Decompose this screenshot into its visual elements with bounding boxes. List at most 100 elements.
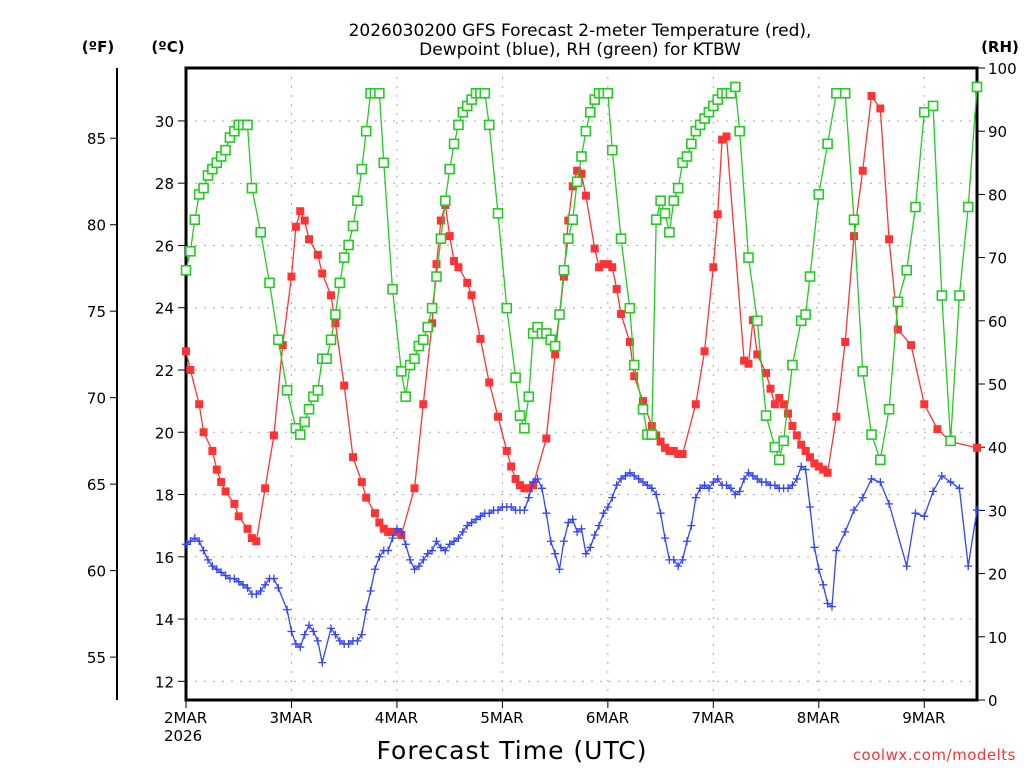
rh-point	[760, 410, 772, 421]
rh-point	[567, 214, 579, 225]
temperature-point	[801, 446, 810, 455]
rh-point	[448, 138, 460, 150]
dewpoint-point	[823, 599, 832, 608]
dewpoint-point	[546, 537, 555, 546]
temperature-point	[599, 260, 608, 269]
rh-tick-label: 0	[988, 692, 998, 710]
rh-line	[185, 85, 978, 463]
temperature-point	[234, 512, 243, 521]
temperature-point	[445, 232, 454, 241]
rh-point	[584, 106, 596, 118]
dewpoint-point	[819, 580, 828, 589]
temperature-point	[876, 104, 885, 113]
dewpoint-point	[520, 506, 529, 515]
temperature-point	[436, 216, 445, 225]
dewpoint-point	[660, 534, 669, 543]
rh-point	[910, 201, 921, 213]
celsius-tick-label: 26	[155, 237, 174, 255]
fahrenheit-tick-label: 70	[87, 390, 106, 408]
temperature-point	[331, 319, 340, 328]
temperature-point	[573, 166, 582, 175]
temperature-point	[287, 272, 296, 281]
dewpoint-point	[731, 490, 740, 499]
temperature-point	[269, 431, 278, 440]
dewpoint-point	[704, 484, 713, 493]
celsius-tick-label: 14	[155, 611, 174, 629]
rh-point	[624, 302, 636, 314]
rh-point	[189, 214, 201, 225]
rh-point	[734, 125, 746, 137]
rh-point	[655, 195, 666, 207]
celsius-tick-label: 30	[155, 113, 174, 131]
dewpoint-point	[269, 574, 278, 583]
temperature-point	[700, 347, 709, 356]
dewpoint-point	[203, 555, 212, 564]
temperature-point	[318, 269, 327, 278]
rh-point	[303, 403, 315, 415]
dewpoint-point	[849, 506, 858, 515]
dewpoint-point	[199, 546, 208, 555]
dewpoint-point	[441, 546, 450, 555]
temperature-point	[691, 400, 700, 409]
dewpoint-point	[599, 509, 608, 518]
dewpoint-point	[603, 502, 612, 511]
dewpoint-point	[392, 524, 401, 533]
temperature-point	[920, 400, 929, 409]
dewpoint-point	[472, 515, 481, 524]
dewpoint-point	[964, 562, 973, 571]
dewpoint-point	[973, 506, 981, 515]
dewpoint-point	[581, 549, 590, 558]
rh-point	[822, 138, 833, 150]
temperature-point	[792, 431, 801, 440]
temperature-point	[656, 437, 665, 446]
dewpoint-point	[608, 493, 617, 502]
dewpoint-point	[770, 481, 779, 490]
dewpoint-point	[375, 552, 384, 561]
dewpoint-point	[885, 499, 894, 508]
dewpoint-point	[792, 474, 801, 483]
dewpoint-point	[573, 527, 582, 536]
temperature-point	[520, 484, 529, 493]
rh-point	[883, 403, 895, 415]
temperature-point	[709, 263, 718, 272]
rh-point	[312, 385, 324, 396]
rh-point	[325, 334, 337, 346]
chart-title-line2: Dewpoint (blue), RH (green) for KTBW	[419, 40, 741, 60]
rh-point	[255, 227, 267, 238]
temperature-point	[779, 400, 788, 409]
dewpoint-point	[841, 527, 850, 536]
rh-point	[787, 359, 798, 371]
rh-point	[901, 264, 912, 276]
celsius-tick-label: 12	[155, 673, 174, 691]
x-tick-label: 2MAR	[164, 709, 207, 727]
rh-tick-label: 20	[988, 566, 1007, 584]
rh-point	[637, 403, 649, 415]
dewpoint-point	[370, 565, 379, 574]
rh-point	[730, 81, 741, 93]
temperature-point	[370, 509, 379, 518]
temperature-point	[762, 369, 771, 378]
temperature-point	[195, 400, 204, 409]
x-tick-label: 9MAR	[902, 709, 945, 727]
rh-point	[378, 157, 390, 169]
temperature-point	[595, 263, 604, 272]
rh-point	[549, 340, 561, 352]
axes-layer: 12 14 16 18 20 22 24 26 28 30 55 60 65 70 75 80 85 0 10 20 3…	[87, 60, 1017, 745]
dewpoint-point	[406, 555, 415, 564]
temperature-point	[375, 518, 384, 527]
temperature-point	[419, 400, 428, 409]
rh-point	[387, 283, 398, 295]
credit-link[interactable]: coolwx.com/modelts	[853, 746, 1016, 764]
rh-point	[356, 163, 368, 175]
rh-point	[510, 372, 521, 383]
rh-tick-label: 90	[988, 123, 1007, 141]
rh-point	[672, 182, 684, 194]
rh-point	[563, 233, 574, 244]
temperature-point	[766, 384, 775, 393]
dewpoint-point	[533, 474, 542, 483]
dewpoint-point	[788, 481, 797, 490]
dewpoint-point	[814, 565, 823, 574]
temperature-point	[814, 462, 823, 471]
rh-point	[409, 353, 420, 365]
dewpoint-point	[234, 577, 243, 586]
